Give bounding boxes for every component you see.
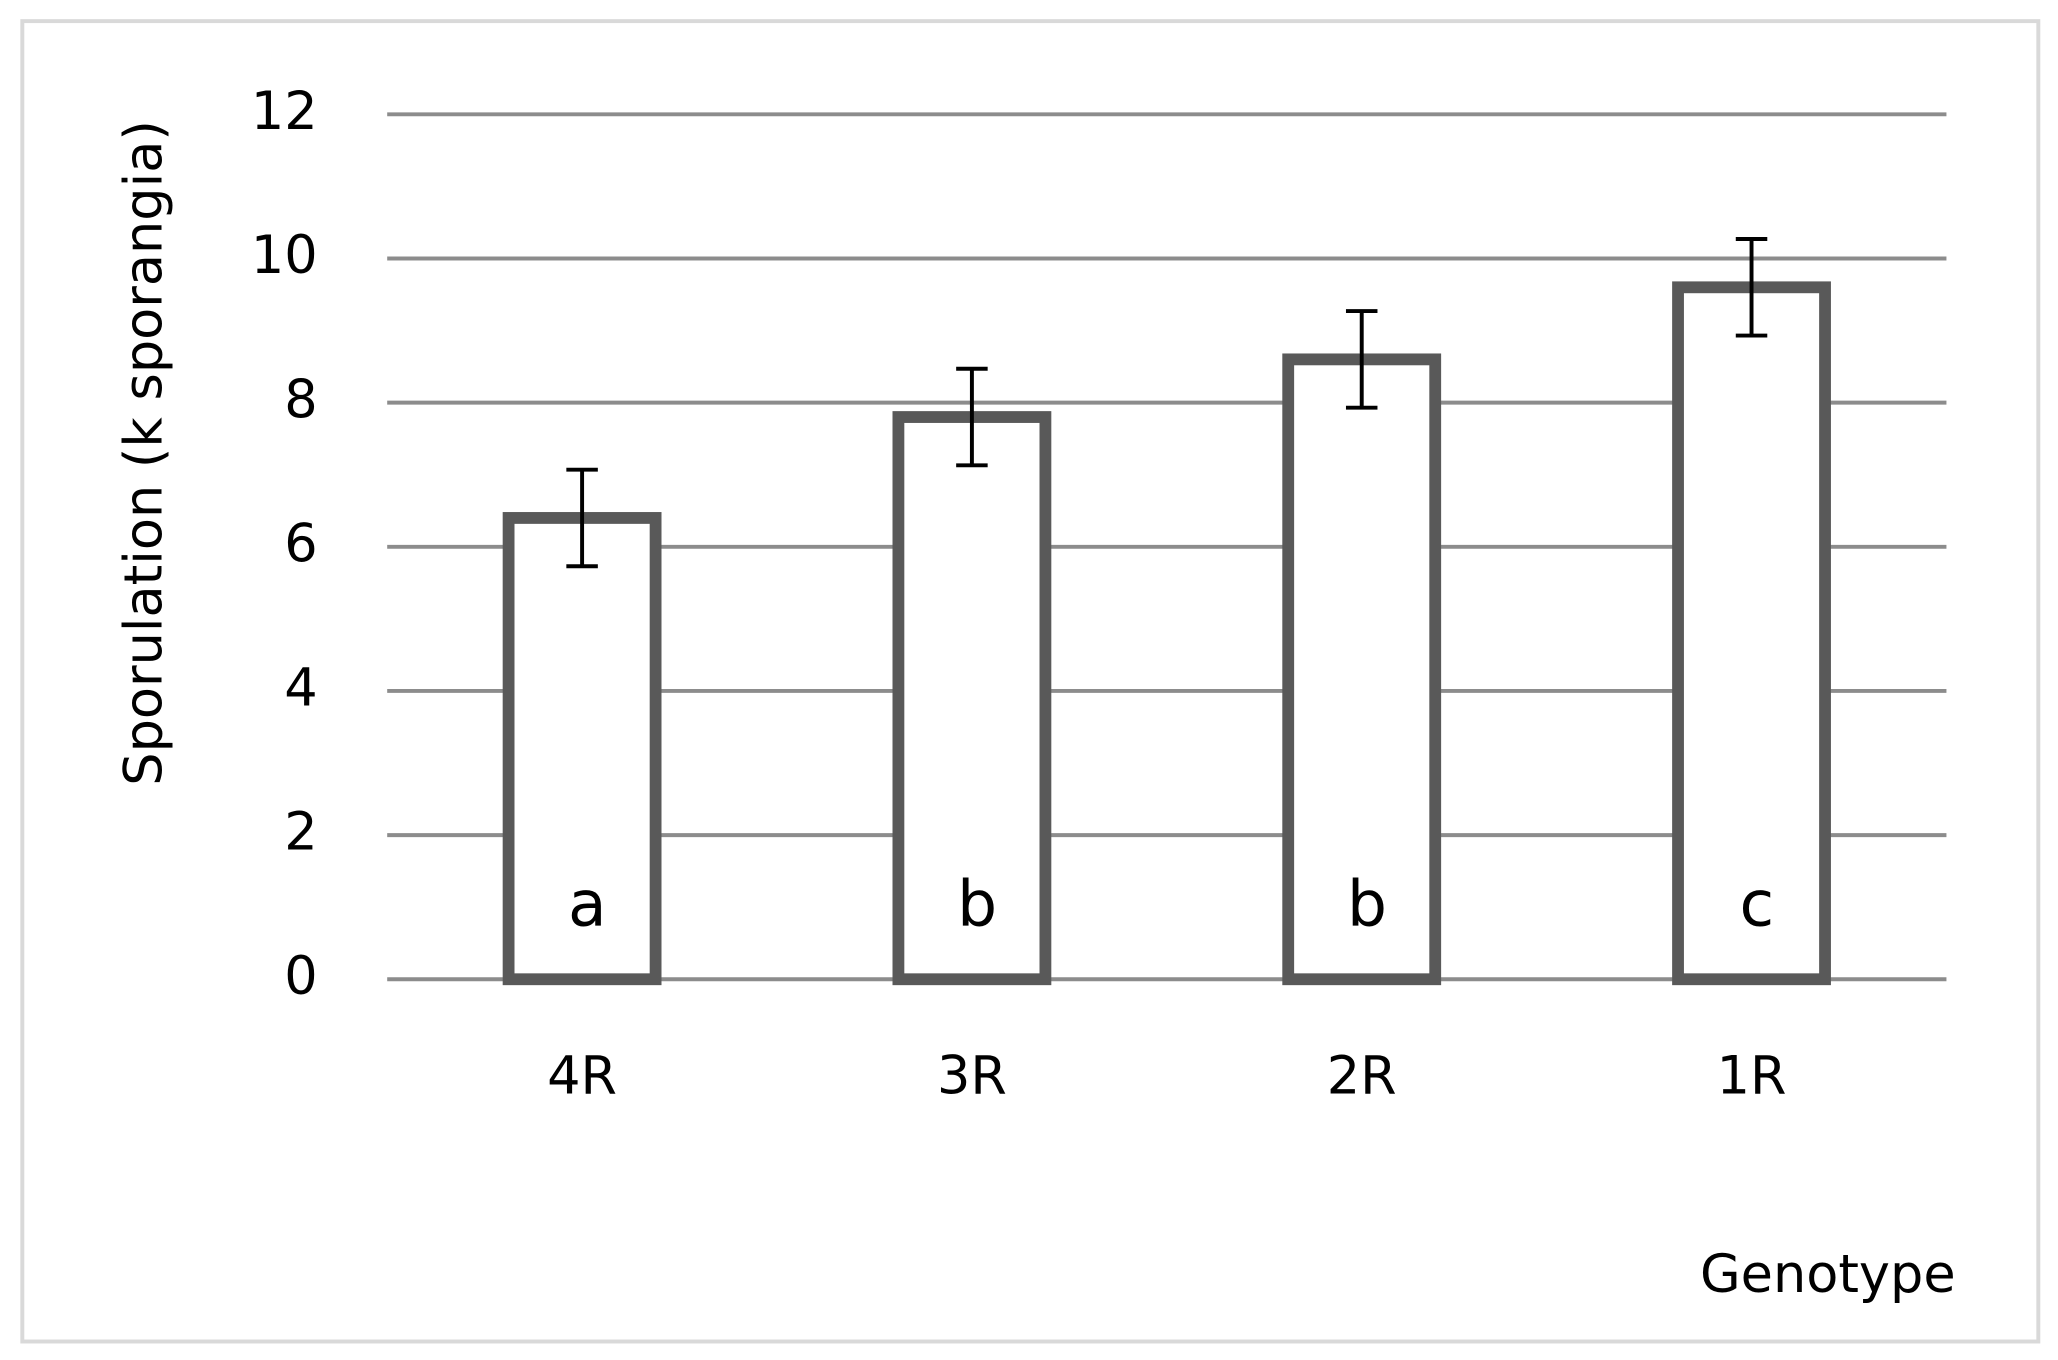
annotation: c <box>1739 867 1774 940</box>
bar <box>502 512 662 986</box>
x-tick-label: 2R <box>1327 1046 1397 1107</box>
y-axis-title: Sporulation (k sporangia) <box>114 120 175 786</box>
x-tick-label: 1R <box>1717 1046 1787 1107</box>
y-tick-label: 4 <box>284 658 317 719</box>
bar <box>1282 353 1442 986</box>
y-tick-label: 6 <box>284 513 317 574</box>
y-tick-label: 0 <box>284 946 317 1007</box>
y-tick-label: 8 <box>284 369 317 430</box>
annotation: b <box>957 867 997 940</box>
y-tick-label: 10 <box>251 225 318 286</box>
y-tick-label: 12 <box>251 81 318 142</box>
annotation: b <box>1347 867 1387 940</box>
x-tick-label: 3R <box>937 1046 1007 1107</box>
bar <box>892 411 1052 986</box>
y-tick-label: 2 <box>284 802 317 863</box>
x-tick-label: 4R <box>547 1046 617 1107</box>
x-axis-title: Genotype <box>1700 1244 1956 1305</box>
annotation: a <box>568 867 607 940</box>
